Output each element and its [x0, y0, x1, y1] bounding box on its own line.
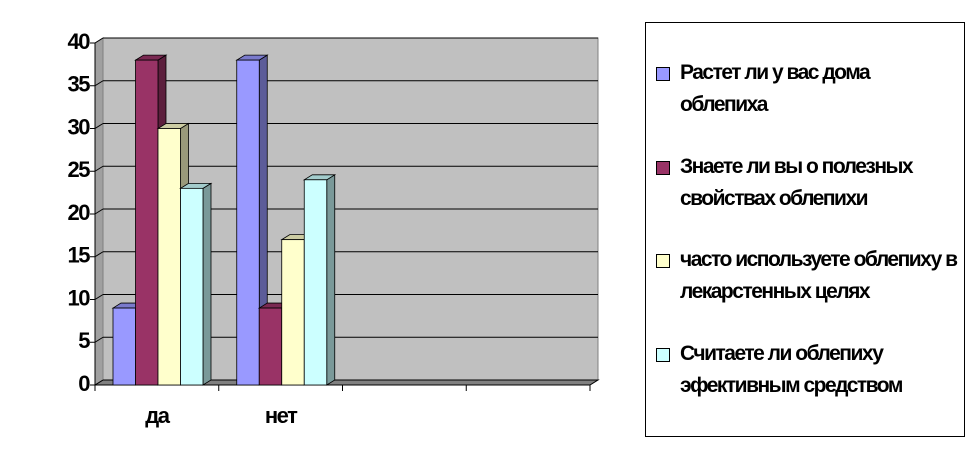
grid-line — [94, 37, 104, 44]
bar-front — [180, 187, 204, 386]
bar-front — [157, 128, 181, 386]
legend-item: Растет ли у вас дома облепиха — [656, 57, 960, 121]
legend-swatch — [656, 254, 670, 269]
x-tick-label: да — [145, 403, 170, 428]
grid-line — [94, 336, 104, 343]
y-tick-label: 5 — [78, 328, 90, 353]
bar-side — [326, 174, 336, 386]
bar-side — [202, 182, 212, 386]
bar-front — [258, 307, 283, 386]
legend: Растет ли у вас дома облепиха Знаете ли в… — [645, 22, 965, 437]
legend-item: Знаете ли вы о полезных свойствах облепи… — [656, 151, 960, 215]
legend-swatch — [656, 348, 670, 363]
y-tick-label: 35 — [68, 72, 91, 97]
legend-swatch — [656, 66, 670, 81]
grid-line — [94, 379, 104, 386]
legend-item: часто используете облепиху в лекарстенны… — [656, 244, 960, 308]
legend-label: часто используете облепиху в лекарстенны… — [680, 248, 958, 304]
y-tick-label: 25 — [68, 157, 91, 182]
legend-item: Считаете ли облепиху эфективным средство… — [656, 338, 960, 402]
grid-line — [94, 294, 104, 300]
bar-front — [303, 179, 328, 386]
y-tick-label: 0 — [78, 371, 90, 396]
y-tick-label: 20 — [68, 200, 91, 225]
bar — [235, 54, 269, 386]
grid-line — [94, 251, 104, 258]
legend-swatch — [656, 160, 670, 175]
bar-front — [112, 307, 136, 386]
x-tick-label: нет — [265, 403, 298, 428]
plot: 0 5 10 15 20 25 30 35 40 да нет — [68, 29, 600, 428]
y-tick-label: 30 — [68, 114, 91, 139]
y-tick-label: 15 — [68, 243, 91, 268]
legend-label: Считаете ли облепиху эфективным средство… — [680, 342, 903, 398]
legend-label: Растет ли у вас дома облепиха — [680, 60, 871, 116]
bar-front — [135, 59, 159, 386]
bar-front — [236, 59, 260, 386]
grid-line — [94, 165, 104, 172]
bar — [179, 182, 213, 386]
y-tick-label: 40 — [68, 29, 91, 54]
bar-front — [281, 239, 305, 386]
grid-line — [94, 80, 104, 87]
y-tick-label: 10 — [68, 285, 91, 310]
grid-line — [94, 123, 104, 129]
grid-line — [94, 208, 104, 215]
bar — [302, 174, 337, 386]
legend-label: Знаете ли вы о полезных свойствах облепи… — [680, 154, 914, 210]
